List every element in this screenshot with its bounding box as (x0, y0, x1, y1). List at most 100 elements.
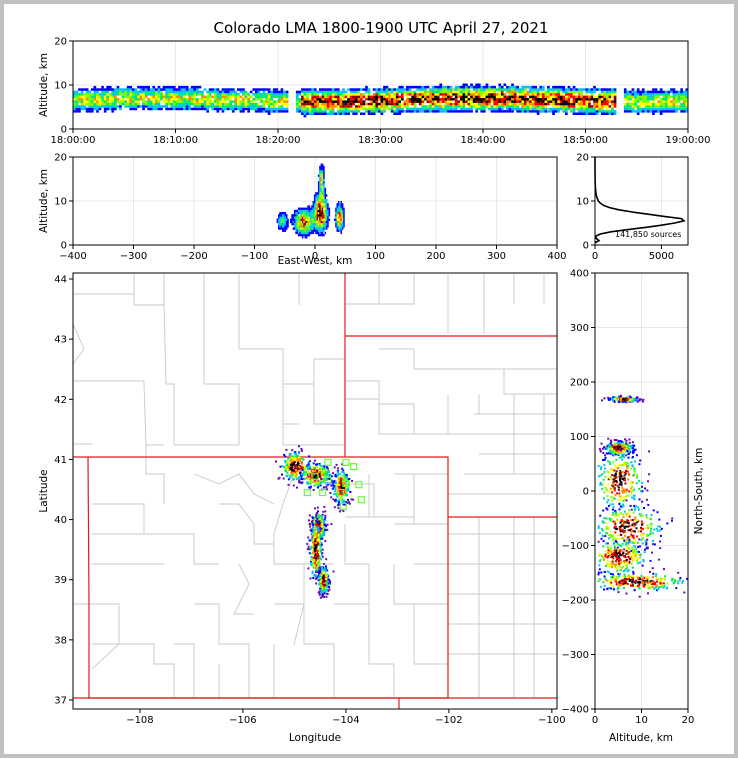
time-altitude-cell (667, 107, 671, 111)
time-altitude-cell (562, 95, 566, 99)
plan-source-cell (322, 471, 325, 474)
ns-source-cell (633, 444, 636, 447)
east-west-cell (311, 209, 313, 213)
time-altitude-cell (567, 88, 571, 91)
time-altitude-cell (667, 100, 671, 103)
time-altitude-cell (549, 100, 553, 103)
time-altitude-cell (383, 85, 386, 89)
plan-source-cell (307, 548, 309, 550)
time-altitude-cell (93, 85, 97, 89)
time-altitude-cell (667, 102, 671, 106)
time-altitude-cell (465, 95, 468, 99)
time-altitude-cell (362, 105, 366, 108)
time-altitude-cell (662, 90, 666, 94)
plan-source-cell (314, 522, 317, 524)
east-west-cell (292, 218, 295, 221)
time-altitude-cell (139, 95, 143, 99)
time-altitude-cell (588, 100, 591, 103)
time-altitude-cell (677, 100, 681, 103)
time-altitude-cell (626, 110, 630, 113)
ns-source-cell (612, 468, 615, 471)
time-altitude-cell (280, 88, 284, 91)
time-altitude-cell (631, 102, 635, 106)
time-altitude-cell (603, 98, 607, 101)
time-altitude-cell (444, 85, 448, 89)
time-altitude-cell (436, 102, 440, 106)
time-altitude-cell (664, 105, 668, 108)
time-altitude-cell (552, 110, 555, 113)
time-altitude-cell (595, 102, 599, 106)
time-altitude-cell (114, 93, 117, 96)
plan-source-cell (320, 583, 322, 586)
plan-source-cell (339, 495, 342, 498)
time-altitude-cell (160, 88, 163, 91)
time-altitude-cell (570, 88, 573, 91)
time-altitude-cell (631, 107, 635, 111)
plan-source-cell (324, 583, 327, 586)
time-altitude-cell (165, 102, 168, 106)
time-altitude-cell (390, 107, 394, 111)
east-west-cell (305, 234, 308, 237)
plan-source-cell (313, 564, 316, 566)
time-altitude-cell (75, 105, 79, 108)
time-altitude-cell (395, 102, 399, 106)
time-altitude-cell (580, 112, 584, 115)
time-altitude-cell (557, 93, 560, 96)
plan-source-cell (333, 480, 336, 483)
east-west-cell (336, 205, 338, 208)
ns-source-cell (603, 463, 606, 466)
time-altitude-cell (454, 90, 458, 94)
east-west-cell (321, 225, 324, 228)
time-altitude-cell (131, 95, 135, 99)
ns-source-cell (603, 467, 606, 470)
time-altitude-cell (641, 95, 645, 99)
time-altitude-cell (408, 85, 412, 89)
plan-source-cell (338, 510, 341, 513)
time-altitude-cell (495, 110, 499, 113)
east-west-cell (325, 194, 328, 197)
time-altitude-cell (485, 93, 489, 96)
ns-source-cell (634, 448, 637, 451)
time-altitude-cell (219, 102, 222, 106)
plan-source-cell (303, 468, 306, 471)
plan-source-cell (341, 493, 344, 496)
plan-source-cell (313, 468, 316, 471)
time-altitude-cell (526, 105, 530, 108)
time-altitude-cell (101, 90, 104, 94)
time-altitude-cell (462, 105, 466, 108)
time-altitude-cell (175, 90, 179, 94)
east-west-cell (341, 225, 344, 228)
time-altitude-cell (101, 88, 104, 91)
east-west-cell (324, 198, 327, 202)
time-altitude-cell (167, 85, 171, 89)
ns-source-cell (602, 482, 605, 485)
time-altitude-cell (183, 93, 186, 96)
plan-source-cell (309, 481, 312, 484)
time-altitude-cell (247, 110, 250, 113)
ns-source-cell (624, 448, 627, 451)
time-altitude-cell (88, 110, 92, 113)
time-altitude-cell (75, 102, 79, 106)
time-altitude-cell (362, 95, 366, 99)
ns-source-cell (598, 447, 601, 450)
plan-source-cell (292, 469, 295, 472)
plan-source-cell (292, 462, 295, 465)
plan-source-cell (317, 483, 320, 486)
time-altitude-cell (321, 105, 325, 108)
time-altitude-cell (485, 102, 489, 106)
time-altitude-cell (106, 102, 109, 106)
east-west-cell (316, 203, 319, 206)
time-altitude-cell (416, 88, 420, 91)
east-west-cell (323, 220, 325, 224)
time-altitude-cell (675, 95, 678, 99)
east-west-cell (299, 212, 301, 215)
east-west-cell (307, 220, 309, 224)
ns-source-cell (630, 446, 633, 448)
east-west-cell (327, 220, 329, 224)
time-altitude-cell (196, 93, 199, 96)
east-west-cell (301, 218, 304, 221)
plan-source-cell (296, 461, 299, 464)
time-altitude-cell (257, 88, 261, 91)
time-altitude-cell (285, 100, 289, 103)
time-altitude-cell (272, 88, 276, 91)
